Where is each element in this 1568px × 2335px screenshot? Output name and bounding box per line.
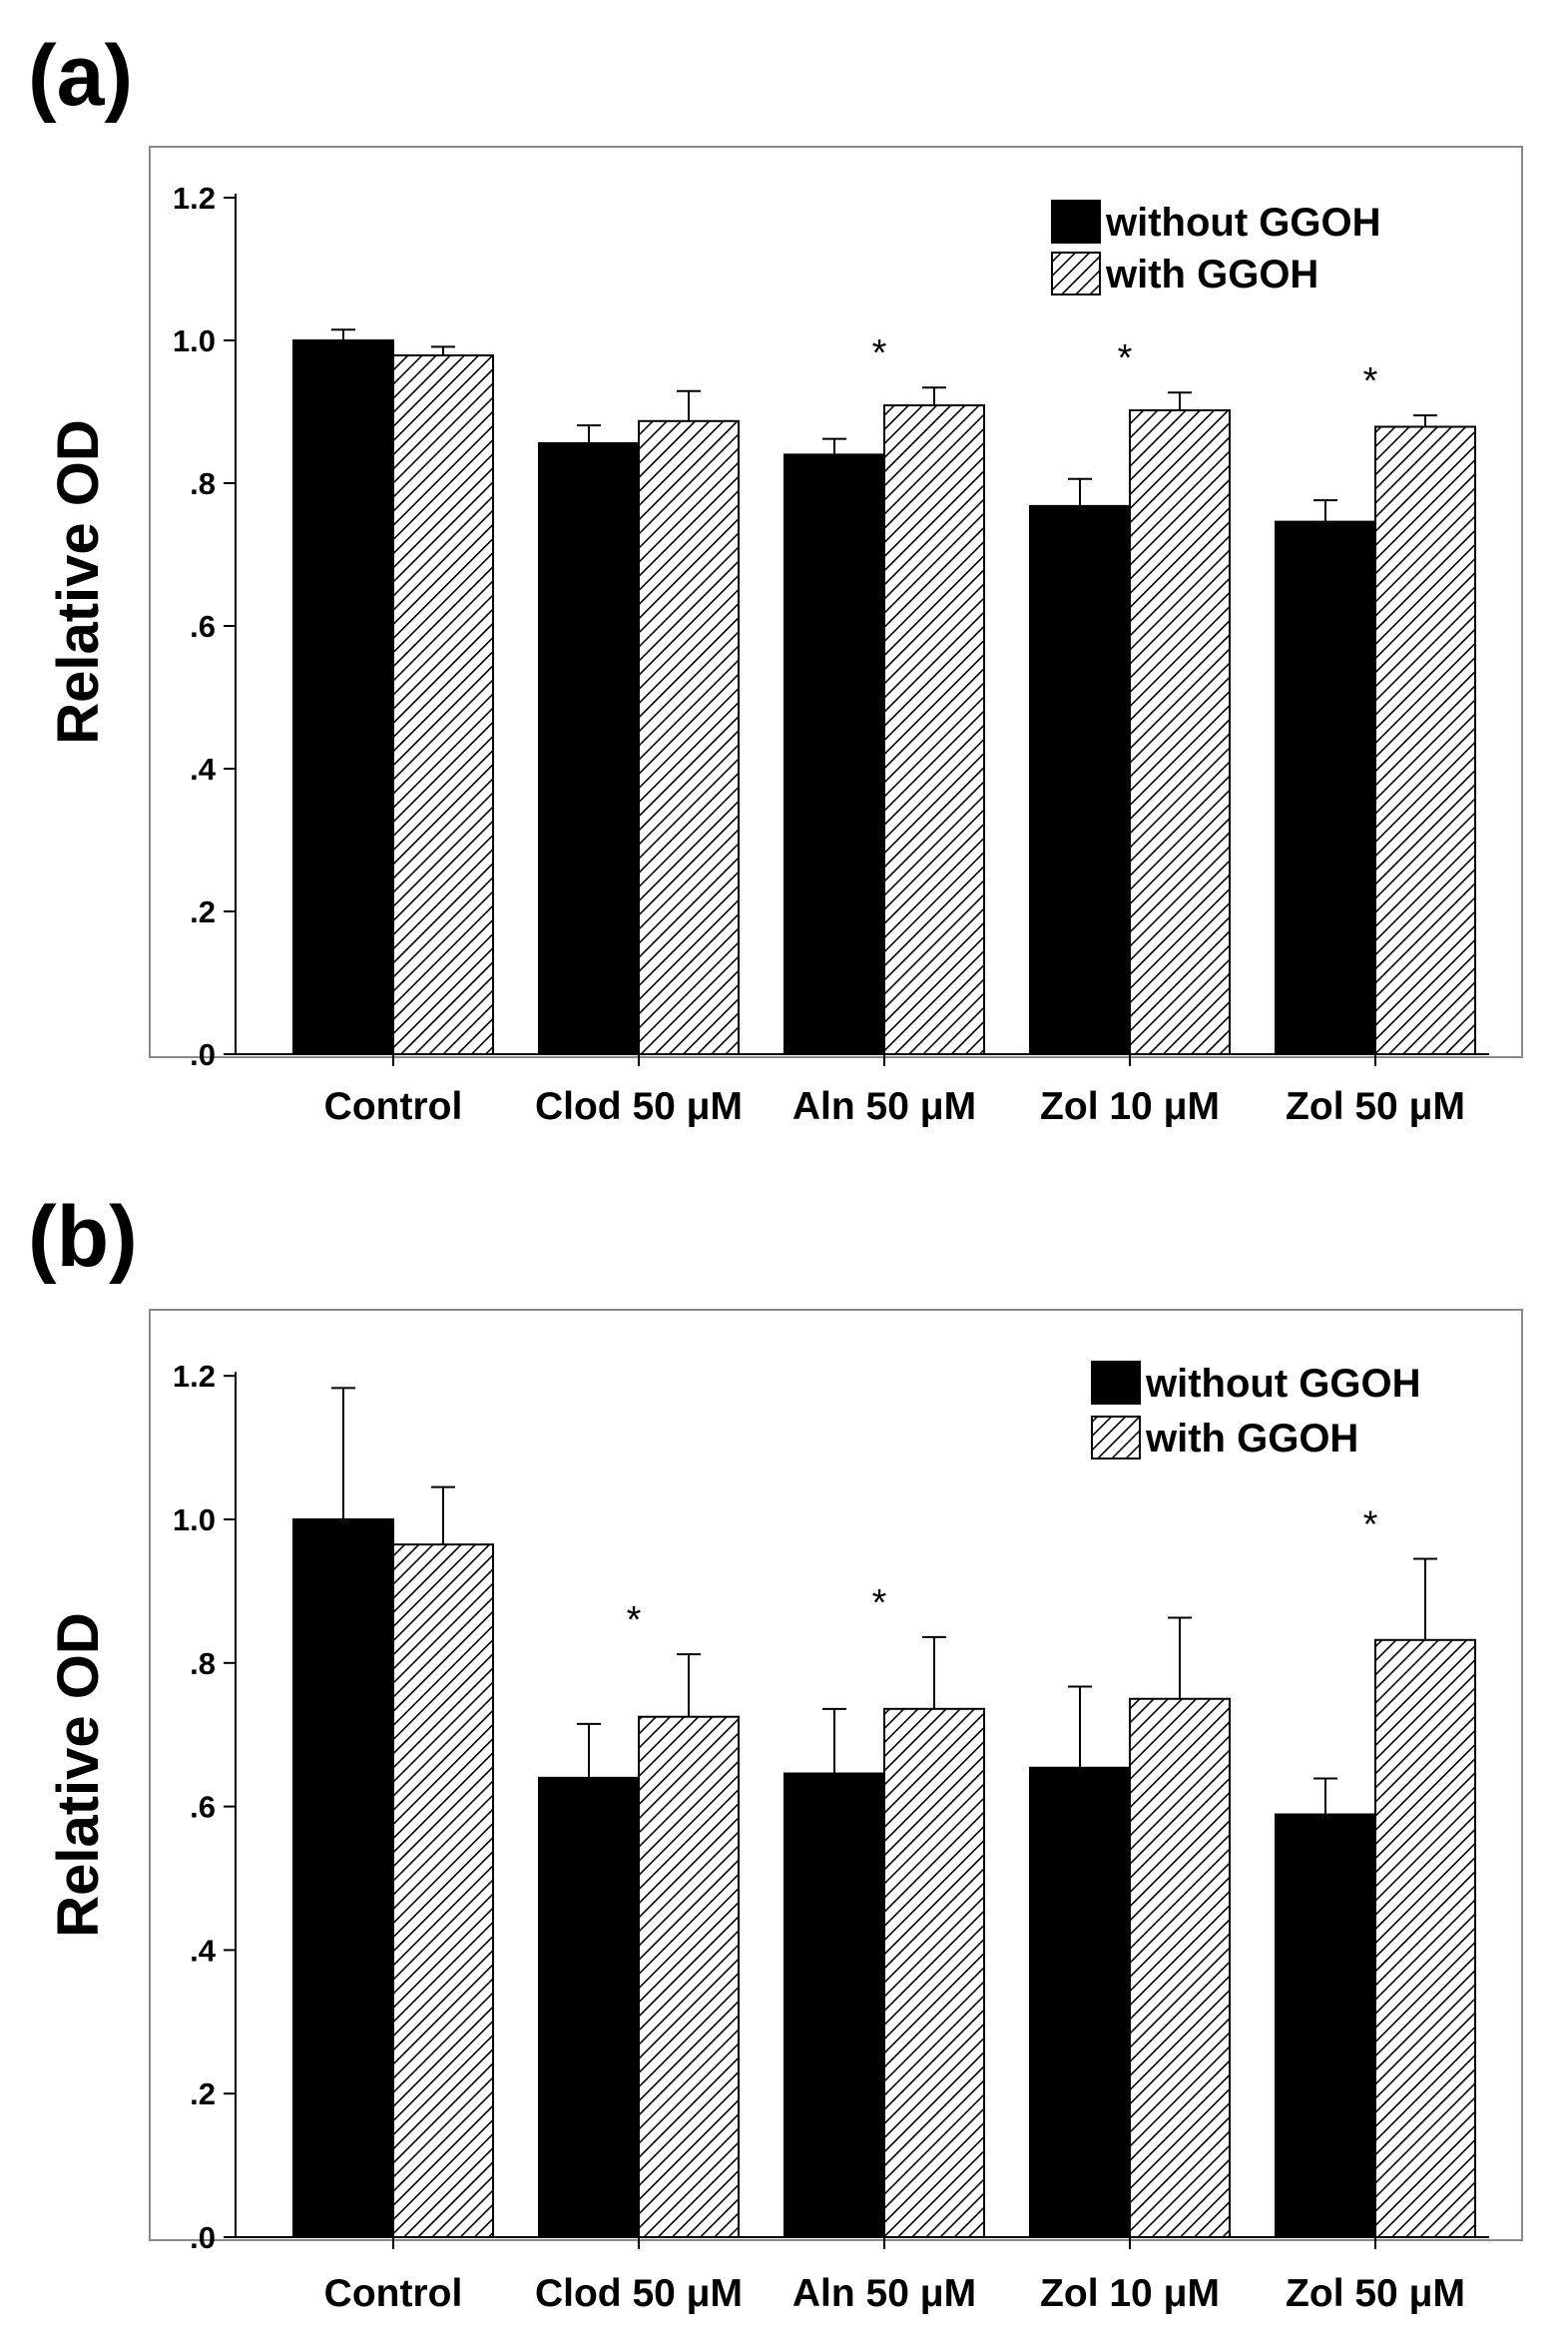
bar-with-ggoh-1: [638, 419, 740, 1056]
y-axis-title: Relative OD: [46, 1612, 111, 1938]
significance-marker: *: [872, 332, 887, 374]
bar-without-ggoh-3: [1029, 504, 1131, 1055]
y-tick-label: .2: [190, 894, 216, 929]
x-category-label: Aln 50 μM: [792, 2272, 976, 2315]
bar-with-ggoh-4: [1374, 425, 1476, 1055]
bar-without-ggoh-2: [784, 1772, 885, 2238]
y-tick-label: .8: [190, 1646, 216, 1681]
legend-label-without-ggoh: without GGOH: [1145, 1362, 1421, 1406]
y-tick-label: .4: [190, 1933, 217, 1968]
bar-with-ggoh-0: [392, 1543, 494, 2239]
significance-marker: *: [1363, 1504, 1378, 1546]
y-tick-label: 1.2: [173, 181, 216, 216]
bar-without-ggoh-4: [1275, 520, 1376, 1055]
bar-without-ggoh-0: [292, 339, 394, 1055]
legend: without GGOH with GGOH: [1051, 200, 1381, 296]
bar-without-ggoh-3: [1029, 1766, 1131, 2239]
chart-panel-b: (b) .0 .2 .4 .6 .8 1.0 1.2 Relative OD Control Clo…: [28, 1189, 1523, 2315]
significance-marker: *: [872, 1582, 887, 1624]
bar-with-ggoh-0: [392, 354, 494, 1055]
x-category-label: Zol 50 μM: [1286, 1085, 1465, 1128]
x-category-label: Zol 10 μM: [1040, 2272, 1220, 2315]
chart-panel-a: (a) .0 .2 .4 .6 .8 1.0 1.2 Relative OD Control Clo…: [28, 28, 1523, 1128]
x-category-label: Control: [324, 1085, 463, 1128]
x-category-label: Zol 10 μM: [1040, 1085, 1220, 1128]
bar-with-ggoh-2: [883, 1707, 985, 2239]
legend-label-with-ggoh: with GGOH: [1145, 1417, 1358, 1460]
x-category-label: Aln 50 μM: [792, 1085, 976, 1128]
plot-frame: [149, 146, 1523, 1058]
legend-label-without-ggoh: without GGOH: [1105, 201, 1381, 245]
y-tick-label: .2: [190, 2076, 216, 2111]
y-tick-label: .8: [190, 466, 216, 501]
y-tick-label: .6: [190, 609, 216, 644]
y-tick-label: 1.0: [173, 323, 216, 358]
bar-with-ggoh-1: [638, 1715, 740, 2238]
x-category-label: Zol 50 μM: [1286, 2272, 1465, 2315]
bar-without-ggoh-1: [538, 441, 640, 1055]
x-category-label: Clod 50 μM: [535, 2272, 743, 2315]
bar-with-ggoh-2: [883, 404, 985, 1055]
legend-swatch-with-ggoh: [1091, 1416, 1141, 1459]
x-category-label: Control: [324, 2272, 463, 2315]
panel-label: (a): [28, 28, 133, 124]
significance-marker: *: [1118, 337, 1133, 379]
bar-with-ggoh-3: [1129, 1697, 1231, 2238]
bar-without-ggoh-2: [784, 453, 885, 1055]
legend-label-with-ggoh: with GGOH: [1105, 253, 1318, 296]
y-tick-label: 1.2: [173, 1359, 216, 1394]
y-tick-label: 1.0: [173, 1502, 216, 1537]
legend-swatch-with-ggoh: [1051, 252, 1101, 295]
panel-label: (b): [28, 1189, 138, 1285]
legend-swatch-without-ggoh: [1051, 200, 1101, 244]
bar-without-ggoh-4: [1275, 1813, 1376, 2239]
significance-marker: *: [1363, 360, 1378, 402]
y-axis-title: Relative OD: [46, 419, 111, 745]
bar-without-ggoh-1: [538, 1776, 640, 2238]
x-category-label: Clod 50 μM: [535, 1085, 743, 1128]
y-tick-label: .0: [190, 1037, 216, 1072]
bar-with-ggoh-3: [1129, 409, 1231, 1055]
significance-marker: *: [627, 1599, 642, 1641]
y-tick-label: .0: [190, 2220, 216, 2255]
y-tick-label: .6: [190, 1790, 216, 1825]
bar-with-ggoh-4: [1374, 1638, 1476, 2238]
legend: without GGOH with GGOH: [1091, 1361, 1421, 1460]
plot-frame: [149, 1309, 1523, 2241]
legend-swatch-without-ggoh: [1091, 1361, 1141, 1405]
bar-without-ggoh-0: [292, 1518, 394, 2238]
y-tick-label: .4: [190, 752, 217, 787]
